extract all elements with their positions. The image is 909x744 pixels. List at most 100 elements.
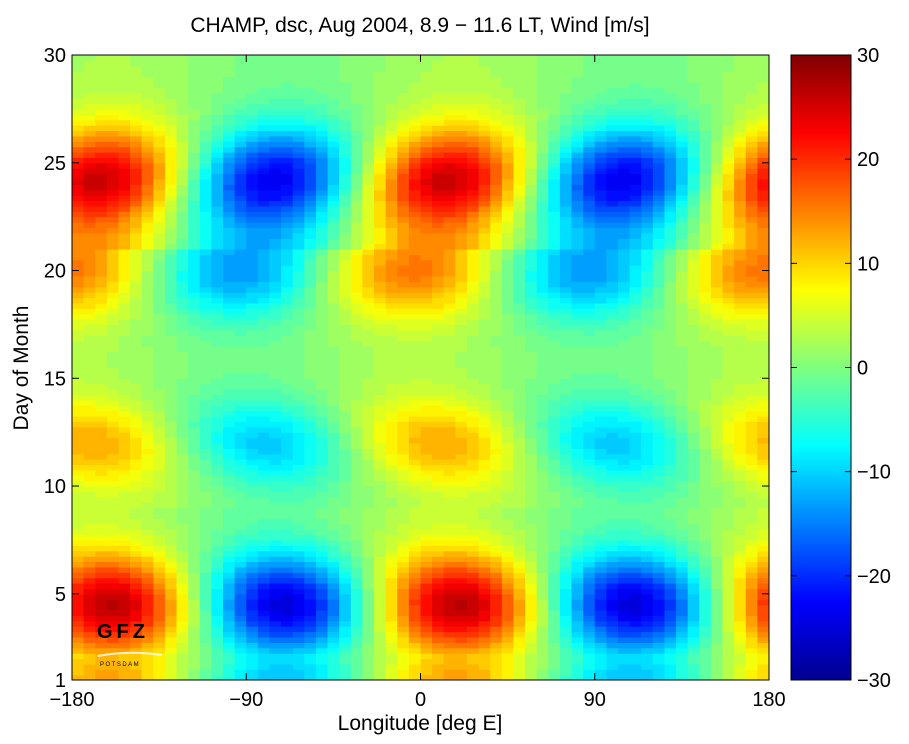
heatmap-cell <box>246 108 259 115</box>
heatmap-cell <box>72 593 85 600</box>
heatmap-cell <box>199 308 212 315</box>
heatmap-cell <box>153 674 166 680</box>
heatmap-cell <box>257 195 271 202</box>
heatmap-cell <box>199 146 212 153</box>
heatmap-cell <box>536 356 549 363</box>
heatmap-cell <box>72 60 85 67</box>
heatmap-cell <box>257 615 271 622</box>
heatmap-cell <box>501 222 515 229</box>
heatmap-cell <box>466 362 480 369</box>
heatmap-cell <box>176 631 189 638</box>
heatmap-cell <box>304 486 317 493</box>
heatmap-cell <box>490 141 503 148</box>
heatmap-cell <box>130 195 143 202</box>
heatmap-cell <box>408 335 422 342</box>
heatmap-cell <box>525 65 538 72</box>
heatmap-cell <box>432 87 445 94</box>
heatmap-cell <box>95 609 108 616</box>
heatmap-cell <box>106 556 120 563</box>
heatmap-cell <box>536 383 549 390</box>
heatmap-cell <box>466 151 480 158</box>
heatmap-cell <box>257 281 271 288</box>
heatmap-cell <box>559 227 573 234</box>
heatmap-cell <box>559 512 573 519</box>
heatmap-cell <box>292 378 305 385</box>
heatmap-cell <box>443 491 456 498</box>
heatmap-cell <box>339 593 352 600</box>
heatmap-cell <box>118 469 131 476</box>
heatmap-cell <box>478 615 491 622</box>
heatmap-cell <box>455 658 468 665</box>
heatmap-cell <box>106 432 120 439</box>
heatmap-cell <box>164 539 178 546</box>
heatmap-cell <box>315 173 329 180</box>
heatmap-cell <box>466 496 480 503</box>
heatmap-cell <box>281 529 294 536</box>
heatmap-cell <box>106 653 120 660</box>
heatmap-cell <box>95 556 108 563</box>
heatmap-cell <box>420 135 433 142</box>
heatmap-cell <box>304 518 317 525</box>
heatmap-cell <box>443 453 456 460</box>
heatmap-cell <box>374 335 387 342</box>
heatmap-cell <box>478 453 491 460</box>
heatmap-cell <box>281 189 294 196</box>
heatmap-cell <box>72 496 85 503</box>
heatmap-cell <box>350 356 364 363</box>
heatmap-cell <box>257 335 271 342</box>
heatmap-cell <box>188 496 201 503</box>
heatmap-cell <box>95 135 108 142</box>
heatmap-cell <box>513 114 526 121</box>
heatmap-cell <box>106 550 120 557</box>
heatmap-cell <box>141 60 154 67</box>
heatmap-cell <box>362 615 375 622</box>
heatmap-cell <box>141 453 154 460</box>
heatmap-cell <box>72 405 85 412</box>
heatmap-cell <box>72 216 85 223</box>
heatmap-cell <box>130 453 143 460</box>
heatmap-cell <box>83 383 96 390</box>
heatmap-cell <box>408 663 422 670</box>
heatmap-cell <box>420 561 433 568</box>
heatmap-cell <box>513 297 526 304</box>
heatmap-cell <box>281 448 294 455</box>
heatmap-cell <box>455 329 468 336</box>
heatmap-cell <box>269 642 282 649</box>
heatmap-cell <box>420 151 433 158</box>
heatmap-cell <box>478 248 491 255</box>
heatmap-cell <box>455 389 468 396</box>
heatmap-cell <box>304 211 317 218</box>
heatmap-cell <box>223 222 236 229</box>
heatmap-cell <box>408 626 422 633</box>
heatmap-cell <box>525 232 538 239</box>
heatmap-cell <box>455 464 468 471</box>
heatmap-cell <box>478 647 491 654</box>
heatmap-cell <box>397 151 410 158</box>
heatmap-cell <box>130 98 143 105</box>
heatmap-cell <box>257 674 271 680</box>
heatmap-cell <box>362 87 375 94</box>
heatmap-cell <box>118 178 131 185</box>
heatmap-cell <box>188 141 201 148</box>
heatmap-cell <box>420 98 433 105</box>
heatmap-cell <box>269 523 282 530</box>
heatmap-cell <box>362 114 375 121</box>
heatmap-cell <box>397 60 410 67</box>
heatmap-cell <box>327 669 340 676</box>
heatmap-cell <box>257 232 271 239</box>
heatmap-cell <box>153 636 166 643</box>
heatmap-cell <box>304 642 317 649</box>
heatmap-cell <box>153 453 166 460</box>
heatmap-cell <box>536 620 549 627</box>
heatmap-cell <box>490 222 503 229</box>
heatmap-cell <box>501 195 515 202</box>
heatmap-cell <box>257 189 271 196</box>
heatmap-cell <box>83 76 96 83</box>
heatmap-cell <box>118 372 131 379</box>
heatmap-cell <box>130 340 143 347</box>
heatmap-cell <box>188 577 201 584</box>
heatmap-cell <box>420 642 433 649</box>
heatmap-cell <box>466 270 480 277</box>
heatmap-cell <box>466 577 480 584</box>
heatmap-cell <box>95 389 108 396</box>
